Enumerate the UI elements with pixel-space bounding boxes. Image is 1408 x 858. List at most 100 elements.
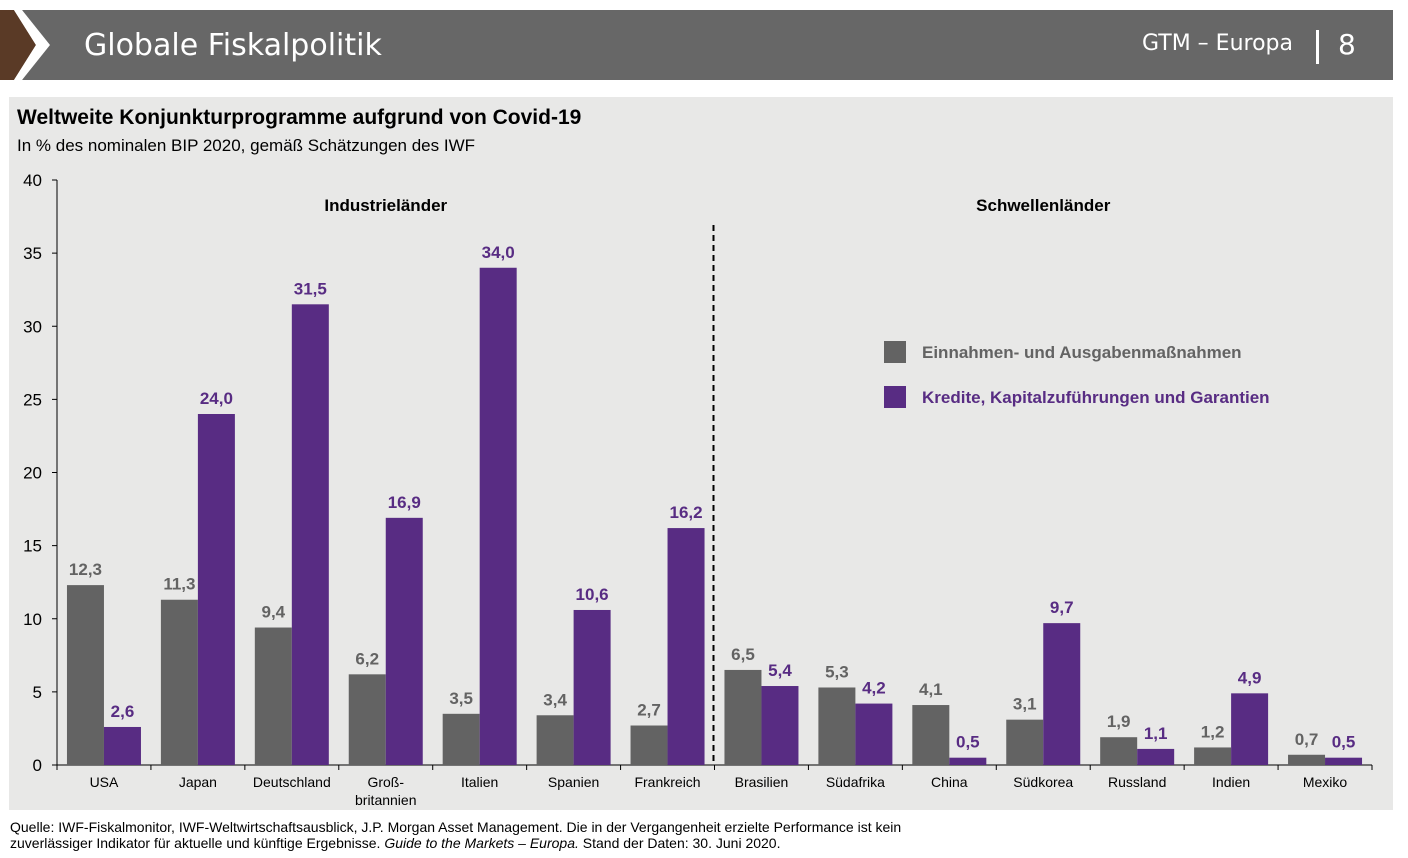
chart-title: Weltweite Konjunkturprogramme aufgrund v… (17, 106, 582, 129)
data-label-series2: 16,2 (669, 503, 702, 522)
group-label: Industrieländer (324, 196, 447, 215)
bar-series1 (442, 713, 480, 765)
data-label-series1: 5,3 (825, 662, 849, 681)
data-label-series2: 10,6 (576, 585, 609, 604)
bar-series1 (536, 715, 574, 765)
footer-line-1: Quelle: IWF-Fiskalmonitor, IWF-Weltwirts… (10, 819, 902, 835)
bar-series1 (348, 674, 386, 765)
group-label: Schwellenländer (976, 196, 1111, 215)
y-tick-label: 25 (23, 390, 42, 409)
data-label-series2: 1,1 (1144, 724, 1168, 743)
header-banner (0, 10, 1393, 80)
bar-series1 (724, 669, 762, 765)
y-tick-label: 20 (23, 464, 42, 483)
data-label-series2: 24,0 (200, 389, 233, 408)
bar-series2 (761, 686, 799, 765)
data-label-series1: 3,1 (1013, 695, 1037, 714)
data-label-series1: 6,5 (731, 645, 755, 664)
x-category-label: Mexiko (1303, 774, 1348, 790)
legend-label: Kredite, Kapitalzuführungen und Garantie… (922, 388, 1270, 407)
bar-series2 (1043, 623, 1081, 765)
bar-series2 (855, 703, 893, 765)
bar-series2 (573, 609, 611, 765)
y-tick-label: 40 (23, 171, 42, 190)
y-tick-label: 10 (23, 610, 42, 629)
data-label-series2: 5,4 (768, 661, 792, 680)
y-tick-label: 15 (23, 537, 42, 556)
legend-label: Einnahmen- und Ausgabenmaßnahmen (922, 343, 1242, 362)
bar-series2 (1231, 693, 1269, 765)
data-label-series1: 12,3 (69, 560, 102, 579)
legend-swatch (884, 341, 906, 363)
bar-series2 (949, 757, 987, 765)
chevron-icon (0, 10, 36, 80)
bar-series1 (1288, 754, 1326, 765)
x-category-label: Japan (179, 774, 217, 790)
data-label-series2: 0,5 (956, 733, 980, 752)
data-label-series1: 6,2 (355, 649, 379, 668)
footer-line-2-italic: Guide to the Markets – Europa. (384, 835, 579, 851)
x-category-label: Groß- (367, 774, 404, 790)
bar-series1 (1194, 747, 1232, 765)
y-tick-label: 0 (33, 756, 42, 775)
bar-series1 (818, 687, 856, 765)
bar-series1 (912, 705, 950, 765)
footer-line-2-prefix: zuverlässiger Indikator für aktuelle und… (10, 835, 385, 851)
bar-series1 (160, 599, 198, 765)
page-number: 8 (1338, 28, 1356, 61)
data-label-series2: 16,9 (388, 493, 421, 512)
x-category-label: britannien (355, 792, 417, 808)
bar-series2 (479, 267, 517, 765)
footer-source: Quelle: IWF-Fiskalmonitor, IWF-Weltwirts… (10, 819, 901, 851)
bar-series2 (667, 528, 705, 765)
bar-series1 (1006, 719, 1044, 765)
data-label-series1: 0,7 (1295, 730, 1319, 749)
bar-series1 (1100, 737, 1138, 765)
data-label-series1: 1,9 (1107, 712, 1131, 731)
data-label-series2: 31,5 (294, 279, 327, 298)
x-category-label: Russland (1108, 774, 1166, 790)
chart-subtitle: In % des nominalen BIP 2020, gemäß Schät… (17, 136, 476, 155)
data-label-series2: 4,2 (862, 679, 886, 698)
legend-swatch (884, 386, 906, 408)
bar-series1 (254, 627, 292, 765)
x-category-label: Südkorea (1013, 774, 1073, 790)
bar-series2 (103, 726, 141, 765)
data-label-series2: 0,5 (1332, 733, 1356, 752)
x-category-label: Indien (1212, 774, 1250, 790)
y-tick-label: 35 (23, 244, 42, 263)
x-category-label: Frankreich (634, 774, 700, 790)
data-label-series2: 34,0 (482, 243, 515, 262)
data-label-series2: 4,9 (1238, 668, 1262, 687)
bar-series2 (1137, 748, 1175, 765)
bar-series2 (385, 517, 423, 765)
data-label-series1: 4,1 (919, 680, 943, 699)
header-divider (1316, 30, 1319, 64)
x-category-label: Spanien (548, 774, 599, 790)
data-label-series2: 2,6 (111, 702, 135, 721)
bar-series1 (630, 725, 668, 765)
y-tick-label: 30 (23, 317, 42, 336)
footer-line-2-suffix: Stand der Daten: 30. Juni 2020. (578, 835, 781, 851)
data-label-series1: 3,4 (543, 690, 567, 709)
data-label-series1: 1,2 (1201, 722, 1225, 741)
x-category-label: China (931, 774, 968, 790)
x-category-label: Brasilien (735, 774, 789, 790)
x-category-label: Italien (461, 774, 498, 790)
data-label-series1: 2,7 (637, 701, 661, 720)
footer-line-2: zuverlässiger Indikator für aktuelle und… (10, 835, 901, 851)
bar-series2 (291, 304, 329, 765)
data-label-series1: 11,3 (163, 575, 195, 594)
y-tick-label: 5 (33, 683, 42, 702)
data-label-series2: 9,7 (1050, 598, 1074, 617)
x-category-label: Südafrika (826, 774, 885, 790)
deck-label: GTM – Europa (1142, 31, 1293, 56)
data-label-series1: 3,5 (449, 689, 473, 708)
bar-series2 (197, 414, 235, 765)
bar-series1 (66, 585, 104, 765)
data-label-series1: 9,4 (262, 603, 286, 622)
x-category-label: Deutschland (253, 774, 331, 790)
x-category-label: USA (90, 774, 119, 790)
bar-series2 (1325, 757, 1363, 765)
